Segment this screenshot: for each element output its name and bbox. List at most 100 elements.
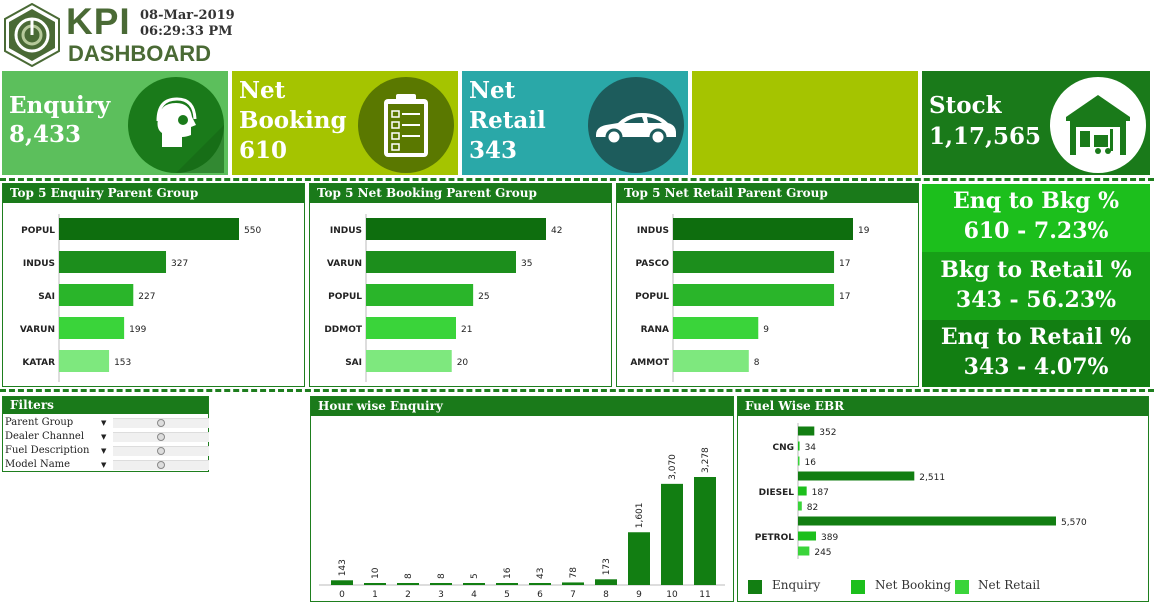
legend-net-retail: Net Retail bbox=[978, 578, 1041, 592]
category-label: RANA bbox=[641, 325, 669, 335]
data-label: 8 bbox=[404, 573, 414, 579]
bar bbox=[798, 486, 807, 496]
panel-title: Top 5 Net Retail Parent Group bbox=[617, 184, 918, 203]
data-label: 20 bbox=[457, 358, 469, 368]
tick-label: 10 bbox=[666, 590, 678, 600]
data-label: 42 bbox=[551, 226, 562, 236]
bar bbox=[59, 251, 167, 273]
tick-label: 5 bbox=[504, 590, 510, 600]
panel-top5-retail: Top 5 Net Retail Parent Group INDUS 19 PAS… bbox=[616, 183, 919, 387]
tile-stock-value: 1,17,565 bbox=[929, 123, 1042, 150]
filter-fuel-description[interactable]: Fuel Description ▼ bbox=[3, 444, 209, 458]
ratio-enq-to-bkg-label: Enq to Bkg % bbox=[952, 188, 1120, 214]
bar bbox=[673, 317, 759, 339]
bar bbox=[331, 580, 353, 585]
tile-booking-value: 610 bbox=[239, 137, 288, 164]
tile-booking-label-2: Booking bbox=[239, 107, 347, 134]
data-label: 2,511 bbox=[919, 473, 945, 483]
category-label: VARUN bbox=[327, 259, 362, 269]
filter-radio-icon[interactable] bbox=[157, 433, 165, 441]
filter-dealer-channel[interactable]: Dealer Channel ▼ bbox=[3, 430, 209, 444]
tile-net-retail: Net Retail 343 bbox=[462, 71, 688, 175]
data-label: 5,570 bbox=[1061, 518, 1087, 528]
filter-parent-group[interactable]: Parent Group ▼ bbox=[3, 416, 209, 430]
report-time: 06:29:33 PM bbox=[140, 24, 233, 39]
filter-label: Fuel Description bbox=[5, 445, 90, 456]
category-label: SAI bbox=[345, 358, 362, 368]
dropdown-caret-icon[interactable]: ▼ bbox=[101, 461, 107, 469]
data-label: 43 bbox=[536, 568, 546, 579]
tick-label: 3 bbox=[438, 590, 444, 600]
bar bbox=[798, 516, 1056, 526]
data-label: 187 bbox=[812, 488, 829, 498]
bar bbox=[673, 218, 853, 240]
tick-label: 6 bbox=[537, 590, 543, 600]
filters-title: Filters bbox=[3, 397, 208, 414]
bar bbox=[595, 579, 617, 585]
bar bbox=[430, 583, 452, 585]
data-label: 8 bbox=[437, 573, 447, 579]
category-label: VARUN bbox=[20, 325, 55, 335]
data-label: 3,278 bbox=[701, 447, 711, 473]
category-label: AMMOT bbox=[630, 358, 670, 368]
data-label: 173 bbox=[602, 558, 612, 575]
bar bbox=[798, 441, 800, 451]
dropdown-caret-icon[interactable]: ▼ bbox=[101, 419, 107, 427]
dropdown-caret-icon[interactable]: ▼ bbox=[101, 447, 107, 455]
bar bbox=[798, 456, 800, 466]
bar bbox=[366, 218, 546, 240]
bar bbox=[366, 251, 516, 273]
data-label: 352 bbox=[819, 428, 836, 438]
filters-panel: Filters Parent Group ▼ Dealer Channel ▼ … bbox=[2, 396, 209, 472]
data-label: 143 bbox=[338, 559, 348, 576]
data-label: 82 bbox=[807, 503, 818, 513]
data-label: 245 bbox=[814, 548, 831, 558]
category-label: CNG bbox=[772, 443, 794, 453]
report-date: 08-Mar-2019 bbox=[140, 8, 235, 23]
filter-label: Model Name bbox=[5, 459, 71, 470]
data-label: 10 bbox=[371, 567, 381, 579]
clipboard-checklist-icon bbox=[358, 77, 454, 173]
tick-label: 2 bbox=[405, 590, 411, 600]
top5-enquiry-chart: POPUL 550 INDUS 327 SAI 227 VARUN 199 KATAR 153 bbox=[20, 214, 261, 382]
filter-radio-icon[interactable] bbox=[157, 419, 165, 427]
filter-model-name[interactable]: Model Name ▼ bbox=[3, 458, 209, 472]
data-label: 17 bbox=[839, 259, 850, 269]
data-label: 25 bbox=[478, 292, 489, 302]
ratio-bkg-to-retail-value: 343 - 56.23% bbox=[955, 287, 1117, 313]
section-divider bbox=[0, 178, 1154, 182]
category-label: KATAR bbox=[22, 358, 55, 368]
top5-booking-chart: INDUS 42 VARUN 35 POPUL 25 DDMOT 21 SAI 20 bbox=[324, 214, 562, 382]
dropdown-caret-icon[interactable]: ▼ bbox=[101, 433, 107, 441]
data-label: 78 bbox=[569, 567, 579, 579]
bar bbox=[496, 583, 518, 585]
headset-agent-icon bbox=[128, 77, 224, 173]
data-label: 1,601 bbox=[635, 502, 645, 528]
bar bbox=[59, 218, 239, 240]
ratio-enq-to-retail: Enq to Retail % 343 - 4.07% bbox=[922, 320, 1150, 387]
tile-blank bbox=[692, 71, 918, 175]
data-label: 227 bbox=[138, 292, 155, 302]
tile-enquiry-label: Enquiry bbox=[9, 92, 111, 119]
top5-retail-chart: INDUS 19 PASCO 17 POPUL 17 RANA 9 AMMOT 8 bbox=[630, 214, 870, 382]
bar bbox=[661, 483, 683, 585]
tile-stock-label: Stock bbox=[929, 92, 1002, 119]
bar bbox=[366, 284, 474, 306]
filter-radio-icon[interactable] bbox=[157, 447, 165, 455]
filter-radio-icon[interactable] bbox=[157, 461, 165, 469]
ratio-enq-to-retail-label: Enq to Retail % bbox=[940, 324, 1132, 350]
bar bbox=[798, 501, 802, 511]
hour-wise-enquiry-chart: 143 0 10 1 8 2 8 3 5 4 16 5 43 6 78 7 173 8 1,601 9 3,070 10 3… bbox=[319, 447, 725, 600]
car-icon bbox=[588, 77, 684, 173]
bar bbox=[694, 477, 716, 585]
data-label: 19 bbox=[858, 226, 870, 236]
tile-retail-label-1: Net bbox=[469, 77, 516, 104]
filter-label: Dealer Channel bbox=[5, 431, 85, 442]
bar bbox=[798, 531, 817, 541]
bar bbox=[366, 317, 456, 339]
tile-net-booking: Net Booking 610 bbox=[232, 71, 458, 175]
legend-enquiry: Enquiry bbox=[772, 578, 821, 592]
tick-label: 8 bbox=[603, 590, 609, 600]
bar bbox=[366, 350, 452, 372]
